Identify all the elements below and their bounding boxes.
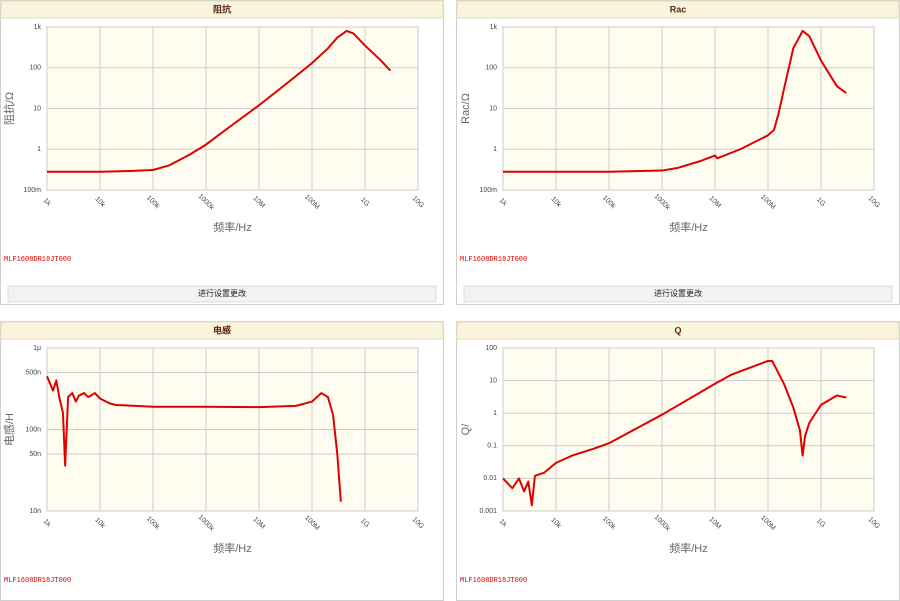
- x-tick-label: 1k: [498, 518, 509, 529]
- x-axis-title: 频率/Hz: [213, 220, 252, 234]
- y-axis-title: Q/: [460, 423, 472, 436]
- y-tick-label: 10n: [29, 508, 41, 515]
- panel-title: 电感: [213, 324, 231, 335]
- data-line: [46, 375, 342, 502]
- panel-header: [0, 0, 444, 19]
- y-tick-label: 1k: [34, 24, 42, 31]
- y-tick-label: 0.1: [487, 443, 497, 450]
- y-tick-label: 50n: [29, 451, 41, 458]
- data-line: [47, 29, 392, 173]
- y-axis-title: Rac/Ω: [460, 93, 472, 124]
- x-tick-label: 1G: [815, 517, 827, 529]
- data-line: [502, 359, 847, 507]
- y-axis-title: 电感/H: [3, 413, 16, 446]
- panel-title: 阻抗: [213, 3, 231, 14]
- y-tick-label: 10: [489, 377, 497, 384]
- y-tick-label: 1: [493, 146, 497, 153]
- settings-button[interactable]: [463, 285, 893, 303]
- y-tick-label: 100m: [479, 187, 497, 194]
- x-axis-title: 频率/Hz: [213, 541, 252, 555]
- x-tick-label: 1k: [42, 518, 53, 529]
- y-tick-label: 100: [485, 345, 497, 352]
- settings-button-label[interactable]: 进行设置更改: [198, 288, 246, 298]
- part-number: MLF1608DR18JT000: [4, 256, 71, 264]
- y-tick-label: 1: [37, 146, 41, 153]
- y-tick-label: 1: [493, 410, 497, 417]
- x-axis-title: 频率/Hz: [669, 541, 708, 555]
- plot-area: [502, 347, 875, 512]
- y-tick-label: 100: [485, 65, 497, 72]
- settings-button-label[interactable]: 进行设置更改: [654, 288, 702, 298]
- x-tick-label: 1k: [42, 197, 53, 208]
- y-tick-label: 100: [29, 65, 41, 72]
- part-number: MLF1608DR18JT000: [460, 256, 527, 264]
- y-tick-label: 0.01: [483, 475, 497, 482]
- settings-button[interactable]: [7, 285, 437, 303]
- y-tick-label: 0.001: [479, 508, 497, 515]
- y-tick-label: 1μ: [33, 345, 41, 352]
- y-tick-label: 100m: [23, 187, 41, 194]
- part-number: MLF1608DR18JT000: [460, 577, 527, 585]
- data-line: [503, 29, 847, 173]
- panel-title: Q: [674, 325, 681, 335]
- y-tick-label: 10: [33, 105, 41, 112]
- y-tick-label: 10: [489, 105, 497, 112]
- panel-title: Rac: [670, 4, 687, 14]
- panel-header: [456, 321, 900, 340]
- x-tick-label: 1G: [815, 196, 827, 208]
- y-tick-label: 100n: [25, 426, 41, 433]
- y-axis-title: 阻抗/Ω: [2, 92, 16, 125]
- x-tick-label: 1G: [359, 196, 371, 208]
- part-number: MLF1608DR18JT000: [4, 577, 71, 585]
- x-axis-title: 频率/Hz: [669, 220, 708, 234]
- y-tick-label: 500n: [25, 369, 41, 376]
- panel-header: [456, 0, 900, 19]
- panel-header: [0, 321, 444, 340]
- y-tick-label: 1k: [490, 24, 498, 31]
- x-tick-label: 1k: [498, 197, 509, 208]
- x-tick-label: 1G: [359, 517, 371, 529]
